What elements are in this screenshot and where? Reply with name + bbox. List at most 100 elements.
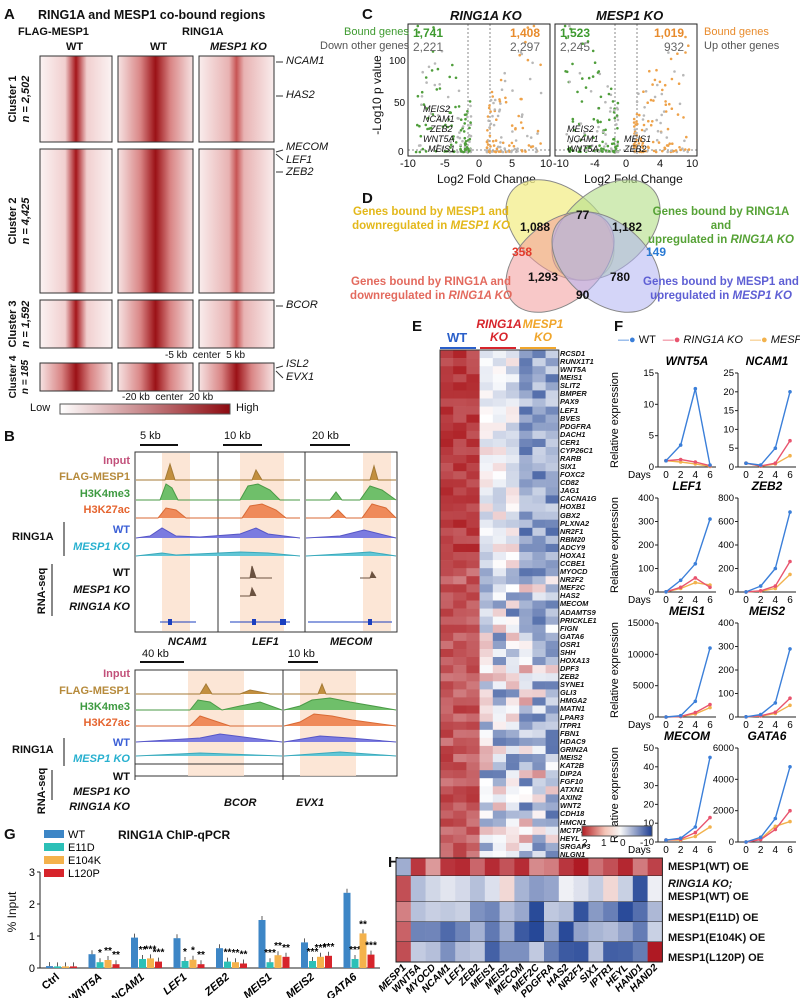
- volcano-ytick-0: 0: [398, 147, 404, 158]
- e-heat-cell: [453, 487, 467, 496]
- venn-yellow-text1: Genes bound by MESP1 and: [353, 206, 509, 218]
- e-gene-label: PDGFRA: [560, 421, 592, 431]
- e-heat-cell: [492, 689, 507, 698]
- volcano-point: [463, 136, 467, 140]
- e-heat-cell: [519, 794, 533, 803]
- volcano-point: [447, 106, 451, 109]
- volcano-point: [641, 146, 645, 150]
- gene-zeb2: ZEB2: [286, 166, 314, 178]
- venn-green-text2: upregulated in: [648, 234, 728, 246]
- f-ytick-label: 200: [718, 564, 734, 575]
- e-heat-cell: [453, 592, 467, 601]
- e-heat-cell: [532, 455, 546, 464]
- e-heat-cell: [479, 584, 494, 593]
- g-bar: [240, 963, 247, 968]
- volcano-point: [503, 147, 507, 150]
- e-heat-cell: [506, 745, 520, 755]
- e-heat-cell: [440, 382, 454, 391]
- v2-gene-2: WNT5A: [567, 144, 599, 154]
- e-heat-cell: [532, 802, 546, 811]
- e-heat-cell: [506, 737, 520, 747]
- f-ytick-label: 0: [729, 587, 734, 598]
- venn-green-gene: RING1A KO: [730, 234, 794, 246]
- e-heat-cell: [532, 350, 546, 359]
- axis-large: -20 kb center 20 kb: [122, 392, 214, 403]
- volcano-point: [661, 88, 664, 92]
- e-heat-cell: [479, 398, 494, 407]
- volcano-point: [521, 113, 524, 116]
- e-gene-label: MEIS2: [560, 752, 583, 762]
- e-heat-cell: [532, 543, 546, 553]
- volcano-point: [639, 139, 643, 142]
- h-heat-cell: [573, 902, 589, 922]
- h-heat-cell: [440, 902, 456, 922]
- volcano-point: [664, 100, 667, 103]
- volcano-point: [577, 150, 580, 153]
- e-heat-cell: [440, 657, 454, 666]
- f-chart-title: WNT5A: [666, 354, 709, 368]
- volcano-point: [526, 134, 529, 138]
- e-heat-cell: [440, 560, 454, 569]
- volcano-point: [609, 87, 613, 91]
- volcano-point: [463, 145, 467, 149]
- e-heat-cell: [532, 479, 546, 488]
- volcano-point: [441, 125, 445, 128]
- volcano-point: [486, 115, 490, 118]
- g-bar: [309, 961, 316, 968]
- f-ytick-label: 300: [718, 642, 734, 653]
- e-heat-cell: [466, 794, 480, 803]
- volcano-point: [608, 149, 611, 153]
- f-xtick-label: 0: [663, 595, 669, 606]
- f-point: [758, 712, 763, 717]
- volcano-point: [510, 149, 514, 152]
- g-star: ***: [145, 944, 157, 955]
- e-gene-label: CACNA1G: [560, 494, 597, 504]
- e-heat-cell: [519, 511, 533, 520]
- e-heat-cell: [440, 729, 454, 739]
- e-heat-cell: [453, 366, 467, 375]
- e-heat-cell: [506, 778, 520, 787]
- e-heat-cell: [492, 754, 507, 763]
- volcano-point: [615, 123, 618, 126]
- volcano-point: [591, 75, 595, 78]
- volcano-point: [679, 148, 682, 152]
- e-heat-cell: [440, 705, 454, 714]
- volcano-point: [684, 51, 687, 54]
- h-heat-cell: [632, 858, 648, 876]
- g-bar: [266, 962, 274, 968]
- f-xtick-label: 6: [787, 720, 793, 731]
- g-bar: [88, 954, 96, 968]
- e-gene-label: SHH: [560, 647, 576, 657]
- e-heat-cell: [492, 527, 507, 537]
- f-point: [693, 460, 698, 464]
- e-heat-cell: [506, 624, 520, 634]
- volcano-point: [420, 103, 423, 106]
- e-heat-cell: [492, 374, 507, 383]
- f-ytick-label: 20: [643, 799, 654, 810]
- f-series-mesp: [665, 460, 711, 468]
- h-heat-cell: [588, 876, 604, 902]
- e-heat-cell: [466, 778, 480, 787]
- h-heat-cell: [425, 922, 441, 942]
- volcano-point: [604, 149, 608, 152]
- g-legend-label: E11D: [68, 842, 95, 854]
- volcano-point: [485, 140, 489, 143]
- e-gene-label: MYOCD: [560, 567, 588, 577]
- e-heat-cell: [545, 560, 560, 569]
- e-heat-cell: [519, 382, 533, 391]
- e-gene-label: ITPR1: [560, 720, 581, 730]
- h-heat-cell: [410, 858, 426, 876]
- volcano-point: [666, 127, 670, 131]
- e-heat-cell: [492, 568, 507, 577]
- e-heat-cell: [545, 519, 560, 529]
- volcano-point: [443, 150, 447, 153]
- e-heat-cell: [492, 713, 507, 722]
- f-point: [773, 566, 778, 571]
- f-xtick-label: 6: [787, 595, 793, 606]
- g-bar: [325, 955, 332, 968]
- e-heat-cell: [479, 471, 494, 480]
- e-heat-cell: [453, 560, 467, 569]
- e-heat-cell: [453, 786, 467, 795]
- volcano-point: [454, 105, 457, 109]
- f-ytick-label: 400: [718, 618, 734, 629]
